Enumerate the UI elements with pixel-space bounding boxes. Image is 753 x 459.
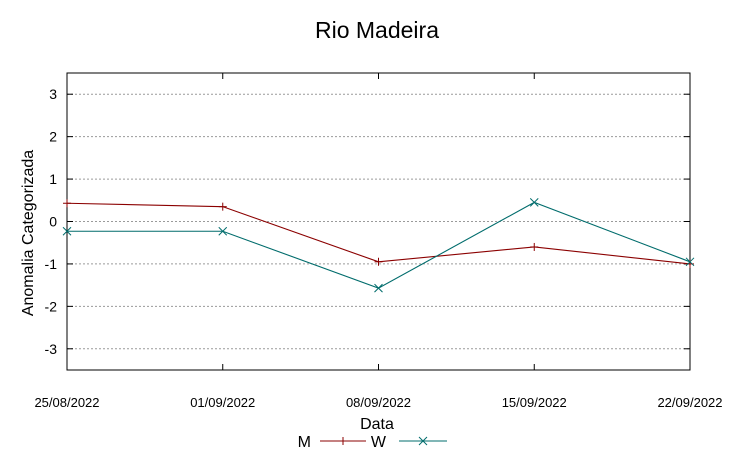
x-axis-ticks: 25/08/2022 01/09/2022 08/09/2022 15/09/2022… (34, 73, 723, 410)
series-point-w (62, 226, 72, 236)
x-tick-label: 25/08/2022 (34, 395, 99, 410)
legend-label-m: M (298, 434, 311, 451)
x-tick-label: 01/09/2022 (190, 395, 255, 410)
legend-marker-m (339, 437, 347, 445)
series-point-w (218, 226, 228, 236)
series-point-w (374, 283, 383, 293)
series-line-m (66, 202, 691, 265)
x-tick-label: 08/09/2022 (346, 395, 411, 410)
series-line-w (67, 201, 691, 289)
y-tick-label: 2 (49, 129, 57, 145)
y-tick-label: -1 (45, 256, 58, 272)
y-tick-label: 3 (49, 86, 57, 102)
x-tick-label: 15/09/2022 (502, 395, 567, 410)
y-tick-label: -3 (45, 341, 58, 357)
x-tick-label: 22/09/2022 (657, 395, 722, 410)
y-tick-label: 0 (49, 214, 57, 230)
y-axis-label: Anomalia Categorizada (20, 150, 37, 316)
y-tick-label: 1 (49, 171, 57, 187)
grid-lines (67, 93, 690, 350)
series-point-m (218, 202, 227, 211)
chart-title: Rio Madeira (315, 17, 439, 43)
y-tick-label: -2 (45, 298, 58, 314)
series-point-m (374, 257, 383, 266)
series-point-w (529, 198, 539, 207)
series-point-m (530, 242, 539, 251)
legend-marker-w (418, 436, 428, 446)
series-point-m (63, 199, 71, 208)
legend-label-w: W (371, 434, 387, 451)
series-group (62, 198, 695, 293)
x-axis-label: Data (360, 416, 394, 433)
series-point-w (685, 257, 695, 267)
